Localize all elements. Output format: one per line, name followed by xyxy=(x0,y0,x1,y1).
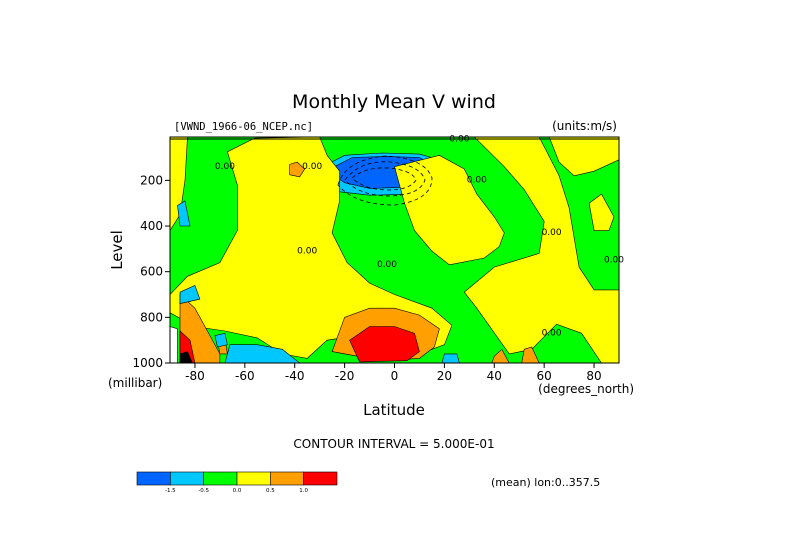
x-axis-label: Latitude xyxy=(363,401,425,419)
shaded-region-4 xyxy=(394,154,505,266)
contour-label-5: 0.00 xyxy=(377,260,397,270)
x-tick-label-7: 60 xyxy=(537,369,552,383)
mean-note: (mean) lon:0..357.5 xyxy=(491,476,600,489)
x-tick-label-8: 80 xyxy=(586,369,601,383)
dashed-contour-2 xyxy=(351,167,417,191)
shaded-region-11 xyxy=(521,346,540,363)
contour-labels: 0.00 0.00 0.00 0.00 0.00 0.00 0.00 0.00 0.00 xyxy=(215,135,624,339)
x-tick-label-5: 20 xyxy=(437,369,452,383)
shaded-region-2 xyxy=(170,137,188,232)
contour-label-1: 0.00 xyxy=(302,162,322,172)
shaded-region-14 xyxy=(349,326,420,363)
shaded-region-18 xyxy=(177,200,191,227)
dataset-label: [VWND_1966-06_NCEP.nc] xyxy=(174,121,313,133)
plot-area: 0.00 0.00 0.00 0.00 0.00 0.00 0.00 0.00 0.00 xyxy=(169,135,624,364)
colorbar-swatch-2 xyxy=(203,471,238,486)
y-axis-label: Level xyxy=(108,230,126,270)
x-tick-label-2: -40 xyxy=(285,369,305,383)
x-tick-label-6: 40 xyxy=(487,369,502,383)
colorbar-swatch-0 xyxy=(136,471,171,486)
y-axis-ticks: 200 400 600 800 1000 xyxy=(132,173,170,370)
dashed-contour-1 xyxy=(344,161,426,197)
y-tick-label-3: 800 xyxy=(140,310,163,324)
colorbar-swatch-4 xyxy=(270,471,304,486)
x-tick-label-1: -60 xyxy=(235,369,255,383)
shaded-region-8 xyxy=(289,161,306,178)
x-axis-ticks: -80 -60 -40 -20 0 20 40 60 80 xyxy=(185,363,602,383)
shaded-region-19 xyxy=(214,332,228,348)
x-tick-label-0: -80 xyxy=(185,369,205,383)
colorbar-label-0: -1.5 xyxy=(165,488,176,494)
contour-label-2: 0.00 xyxy=(449,135,469,145)
contour-label-0: 0.00 xyxy=(215,162,235,172)
shaded-region-7 xyxy=(588,193,615,231)
y-unit-label: (millibar) xyxy=(108,376,162,390)
colorbar-label-2: 0.0 xyxy=(233,488,242,494)
colorbar-label-1: -0.5 xyxy=(198,488,209,494)
contour-label-8: 0.00 xyxy=(542,329,562,339)
colorbar-label-4: 1.0 xyxy=(299,488,308,494)
contour-label-6: 0.00 xyxy=(542,228,562,238)
colorbar-swatch-1 xyxy=(170,471,204,486)
shaded-region-5 xyxy=(463,137,619,363)
y-tick-label-4: 1000 xyxy=(132,356,163,370)
shaded-region-6 xyxy=(548,137,619,177)
y-tick-label-2: 600 xyxy=(140,265,163,279)
shaded-region-12 xyxy=(491,348,510,363)
y-tick-label-1: 400 xyxy=(140,219,163,233)
colorbar: -1.5 -0.5 0.0 0.5 1.0 xyxy=(136,471,338,494)
shaded-regions xyxy=(170,137,619,363)
x-tick-label-4: 0 xyxy=(391,369,399,383)
contour-label-7: 0.00 xyxy=(604,256,624,266)
contour-interval-text: CONTOUR INTERVAL = 5.000E-01 xyxy=(293,437,494,451)
colorbar-swatch-5 xyxy=(303,471,338,486)
shaded-region-16 xyxy=(179,284,201,304)
shaded-region-21 xyxy=(170,326,178,363)
y-tick-label-0: 200 xyxy=(140,173,163,187)
contour-label-4: 0.00 xyxy=(297,246,317,256)
shaded-region-22 xyxy=(179,351,193,363)
dashed-contour-3 xyxy=(337,155,433,206)
units-label: (units:m/s) xyxy=(552,119,617,133)
contour-lines xyxy=(170,138,619,206)
colorbar-label-3: 0.5 xyxy=(266,488,275,494)
x-unit-label: (degrees_north) xyxy=(538,382,634,396)
shaded-region-17 xyxy=(224,344,301,363)
colorbar-swatch-3 xyxy=(236,471,271,486)
chart-title: Monthly Mean V wind xyxy=(292,91,496,113)
x-tick-label-3: -20 xyxy=(335,369,355,383)
shaded-region-20 xyxy=(441,353,460,363)
contour-label-3: 0.00 xyxy=(467,176,487,186)
